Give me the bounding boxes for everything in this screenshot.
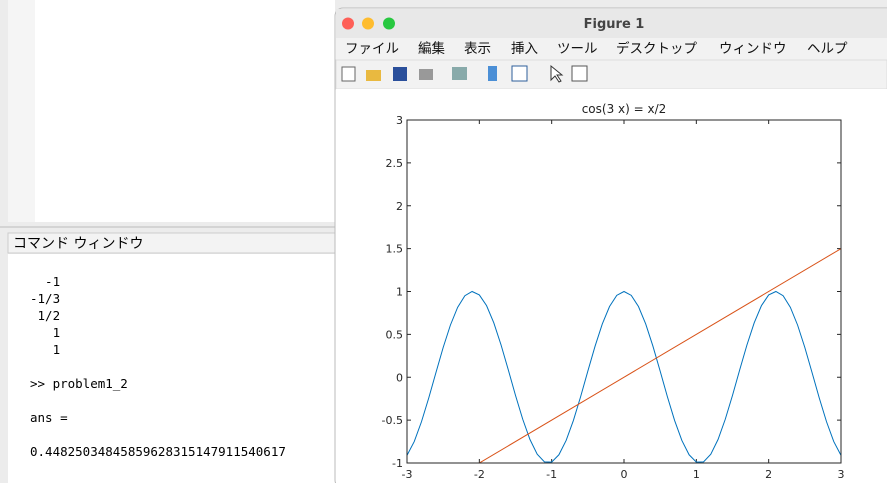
pointer-button[interactable] bbox=[550, 64, 564, 83]
y-tick-label: -0.5 bbox=[382, 414, 403, 427]
axes-box bbox=[406, 119, 842, 464]
x-tick-label: -3 bbox=[402, 468, 413, 481]
y-tick-label: 0.5 bbox=[386, 328, 404, 341]
x-tick-label: 1 bbox=[693, 468, 700, 481]
console-line: >> problem1_2 bbox=[30, 376, 128, 391]
y-tick-label: 0 bbox=[396, 371, 403, 384]
y-tick-label: 1.5 bbox=[386, 243, 404, 256]
link-button[interactable] bbox=[452, 67, 467, 80]
console-line: -1/3 bbox=[30, 291, 60, 306]
y-tick-label: 2 bbox=[396, 200, 403, 213]
open-button[interactable] bbox=[366, 70, 381, 81]
menu-item[interactable]: 表示 bbox=[464, 41, 491, 57]
x-tick-label: 0 bbox=[621, 468, 628, 481]
console-line: 1 bbox=[30, 325, 60, 340]
data-line bbox=[407, 290, 841, 463]
menu-item[interactable]: 挿入 bbox=[511, 41, 539, 57]
menu-item[interactable]: 編集 bbox=[418, 41, 445, 57]
new-button[interactable] bbox=[341, 66, 356, 82]
panel-header: コマンド ウィンドウ bbox=[13, 236, 143, 252]
toolbar bbox=[341, 64, 588, 83]
print-button[interactable] bbox=[419, 69, 433, 80]
y-tick-label: 2.5 bbox=[386, 157, 404, 170]
y-tick-label: 1 bbox=[396, 286, 403, 299]
console-line: 1/2 bbox=[30, 308, 60, 323]
x-tick-label: 2 bbox=[765, 468, 772, 481]
menu-item[interactable]: デスクトップ bbox=[616, 40, 697, 57]
window-title: Figure 1 bbox=[584, 17, 645, 32]
data-line bbox=[478, 248, 841, 463]
console-line: -1 bbox=[30, 274, 60, 289]
console-line: 0.44825034845859628315147911540617 bbox=[30, 444, 286, 459]
menu-item[interactable]: ツール bbox=[557, 41, 598, 57]
inspector-button[interactable] bbox=[571, 65, 588, 82]
console-line: ans = bbox=[30, 410, 68, 425]
menu-item[interactable]: ファイル bbox=[345, 41, 399, 57]
x-tick-label: -2 bbox=[474, 468, 485, 481]
y-tick-label: 3 bbox=[396, 114, 403, 127]
console-line: 1 bbox=[30, 342, 60, 357]
menu-item[interactable]: ウィンドウ bbox=[719, 41, 787, 57]
menu-item[interactable]: ヘルプ bbox=[807, 41, 848, 57]
y-tick-label: -1 bbox=[392, 457, 403, 470]
plot-title: cos(3 x) = x/2 bbox=[582, 102, 667, 116]
colorbar-button[interactable] bbox=[488, 66, 497, 81]
x-tick-label: -1 bbox=[546, 468, 557, 481]
save-button[interactable] bbox=[393, 67, 407, 81]
legend-button[interactable] bbox=[511, 65, 528, 82]
x-tick-label: 3 bbox=[838, 468, 845, 481]
